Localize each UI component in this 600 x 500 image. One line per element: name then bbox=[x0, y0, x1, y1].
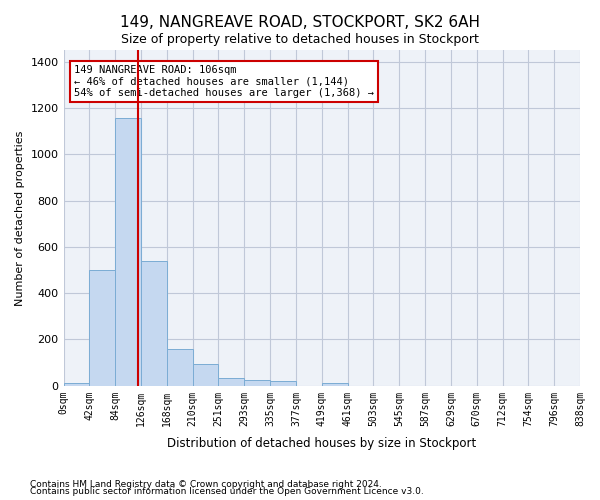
Bar bbox=[218, 378, 244, 386]
Text: Size of property relative to detached houses in Stockport: Size of property relative to detached ho… bbox=[121, 32, 479, 46]
Text: Contains HM Land Registry data © Crown copyright and database right 2024.: Contains HM Land Registry data © Crown c… bbox=[30, 480, 382, 489]
Text: 149 NANGREAVE ROAD: 106sqm
← 46% of detached houses are smaller (1,144)
54% of s: 149 NANGREAVE ROAD: 106sqm ← 46% of deta… bbox=[74, 65, 374, 98]
Text: 149, NANGREAVE ROAD, STOCKPORT, SK2 6AH: 149, NANGREAVE ROAD, STOCKPORT, SK2 6AH bbox=[120, 15, 480, 30]
Bar bbox=[141, 260, 167, 386]
Bar bbox=[270, 381, 296, 386]
Bar bbox=[167, 348, 193, 386]
Bar bbox=[64, 384, 89, 386]
Bar bbox=[322, 384, 347, 386]
Bar bbox=[115, 118, 141, 386]
X-axis label: Distribution of detached houses by size in Stockport: Distribution of detached houses by size … bbox=[167, 437, 476, 450]
Text: Contains public sector information licensed under the Open Government Licence v3: Contains public sector information licen… bbox=[30, 488, 424, 496]
Bar bbox=[193, 364, 218, 386]
Bar bbox=[89, 270, 115, 386]
Y-axis label: Number of detached properties: Number of detached properties bbox=[15, 130, 25, 306]
Bar bbox=[244, 380, 270, 386]
